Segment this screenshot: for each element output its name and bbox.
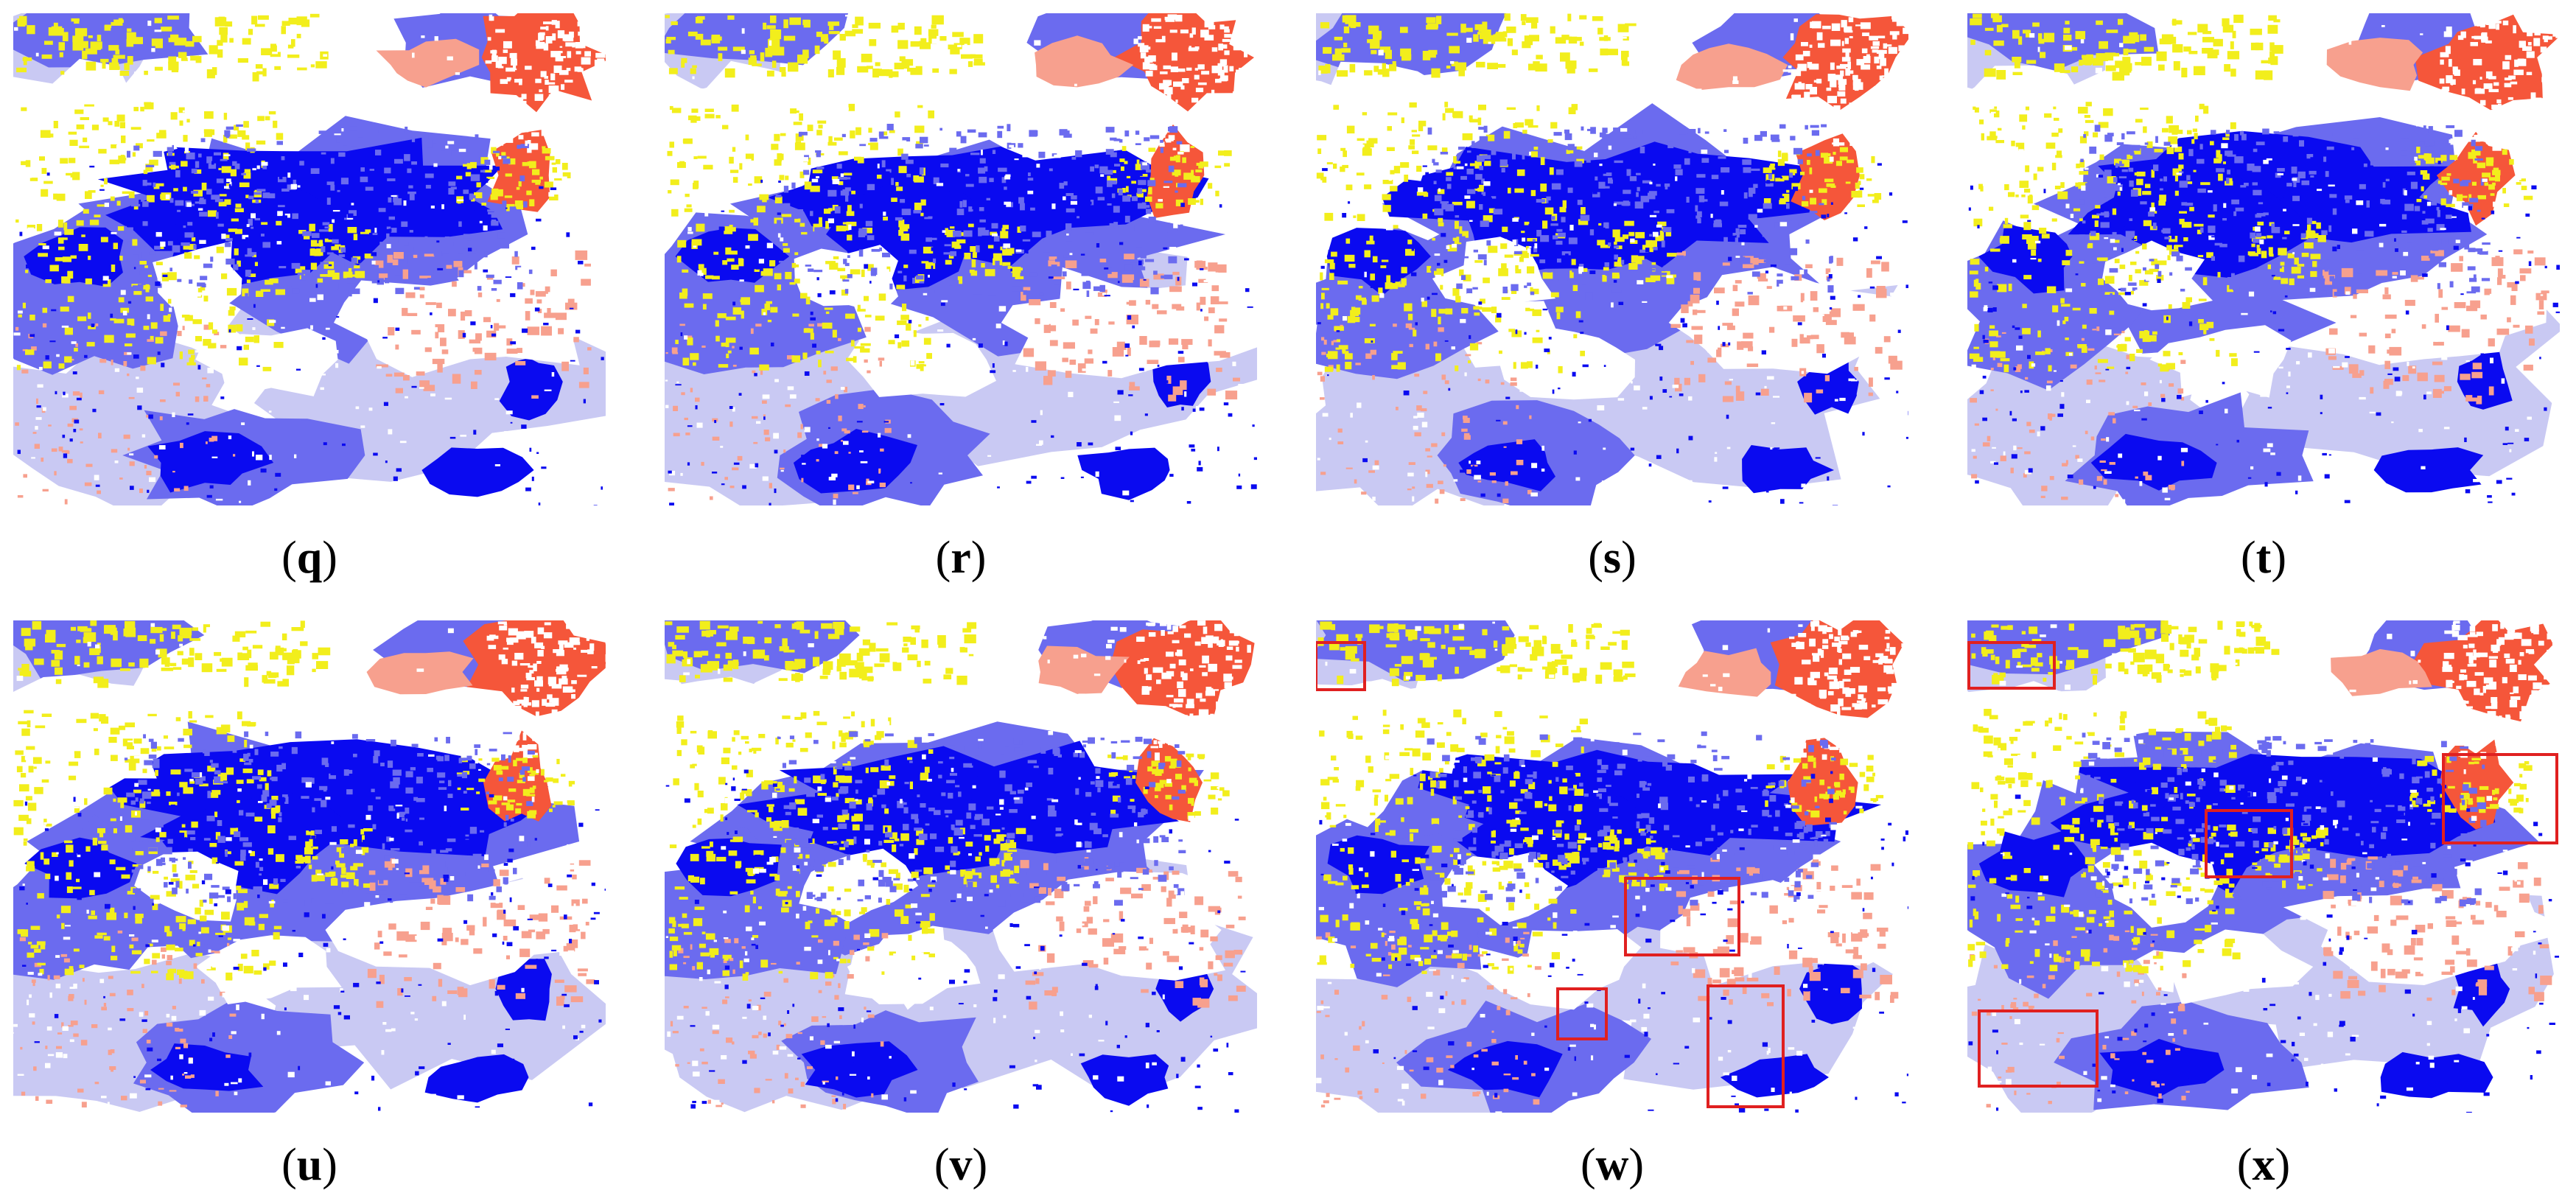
panel-v bbox=[665, 620, 1257, 1113]
cloud-map-v bbox=[665, 620, 1257, 1113]
cloud-map-s bbox=[1316, 13, 1908, 505]
panel-t bbox=[1967, 13, 2560, 505]
annotation-box-w-4 bbox=[1707, 984, 1785, 1108]
annotation-box-x-1 bbox=[1967, 641, 2056, 690]
cloud-map-x bbox=[1967, 620, 2560, 1113]
cloud-map-u bbox=[13, 620, 606, 1113]
panel-r bbox=[665, 13, 1257, 505]
annotation-box-x-3 bbox=[2442, 753, 2558, 844]
panel-s bbox=[1316, 13, 1908, 505]
cloud-map-q bbox=[13, 13, 606, 505]
annotation-box-x-2 bbox=[2205, 809, 2293, 878]
caption-w: (w) bbox=[1580, 1140, 1645, 1190]
caption-t: (t) bbox=[2241, 533, 2286, 583]
cloud-map-r bbox=[665, 13, 1257, 505]
annotation-box-w-3 bbox=[1556, 987, 1608, 1040]
annotation-box-w-2 bbox=[1624, 877, 1740, 956]
annotation-box-x-4 bbox=[1978, 1009, 2099, 1088]
annotation-box-w-1 bbox=[1316, 641, 1366, 691]
panel-u bbox=[13, 620, 606, 1113]
caption-s: (s) bbox=[1588, 533, 1637, 583]
caption-u: (u) bbox=[281, 1140, 337, 1190]
panel-w bbox=[1316, 620, 1908, 1113]
cloud-map-t bbox=[1967, 13, 2560, 505]
panel-x bbox=[1967, 620, 2560, 1113]
cloud-map-w bbox=[1316, 620, 1908, 1113]
caption-r: (r) bbox=[935, 533, 987, 583]
caption-v: (v) bbox=[934, 1140, 988, 1190]
panel-q bbox=[13, 13, 606, 505]
caption-x: (x) bbox=[2236, 1140, 2291, 1190]
caption-q: (q) bbox=[281, 533, 337, 583]
